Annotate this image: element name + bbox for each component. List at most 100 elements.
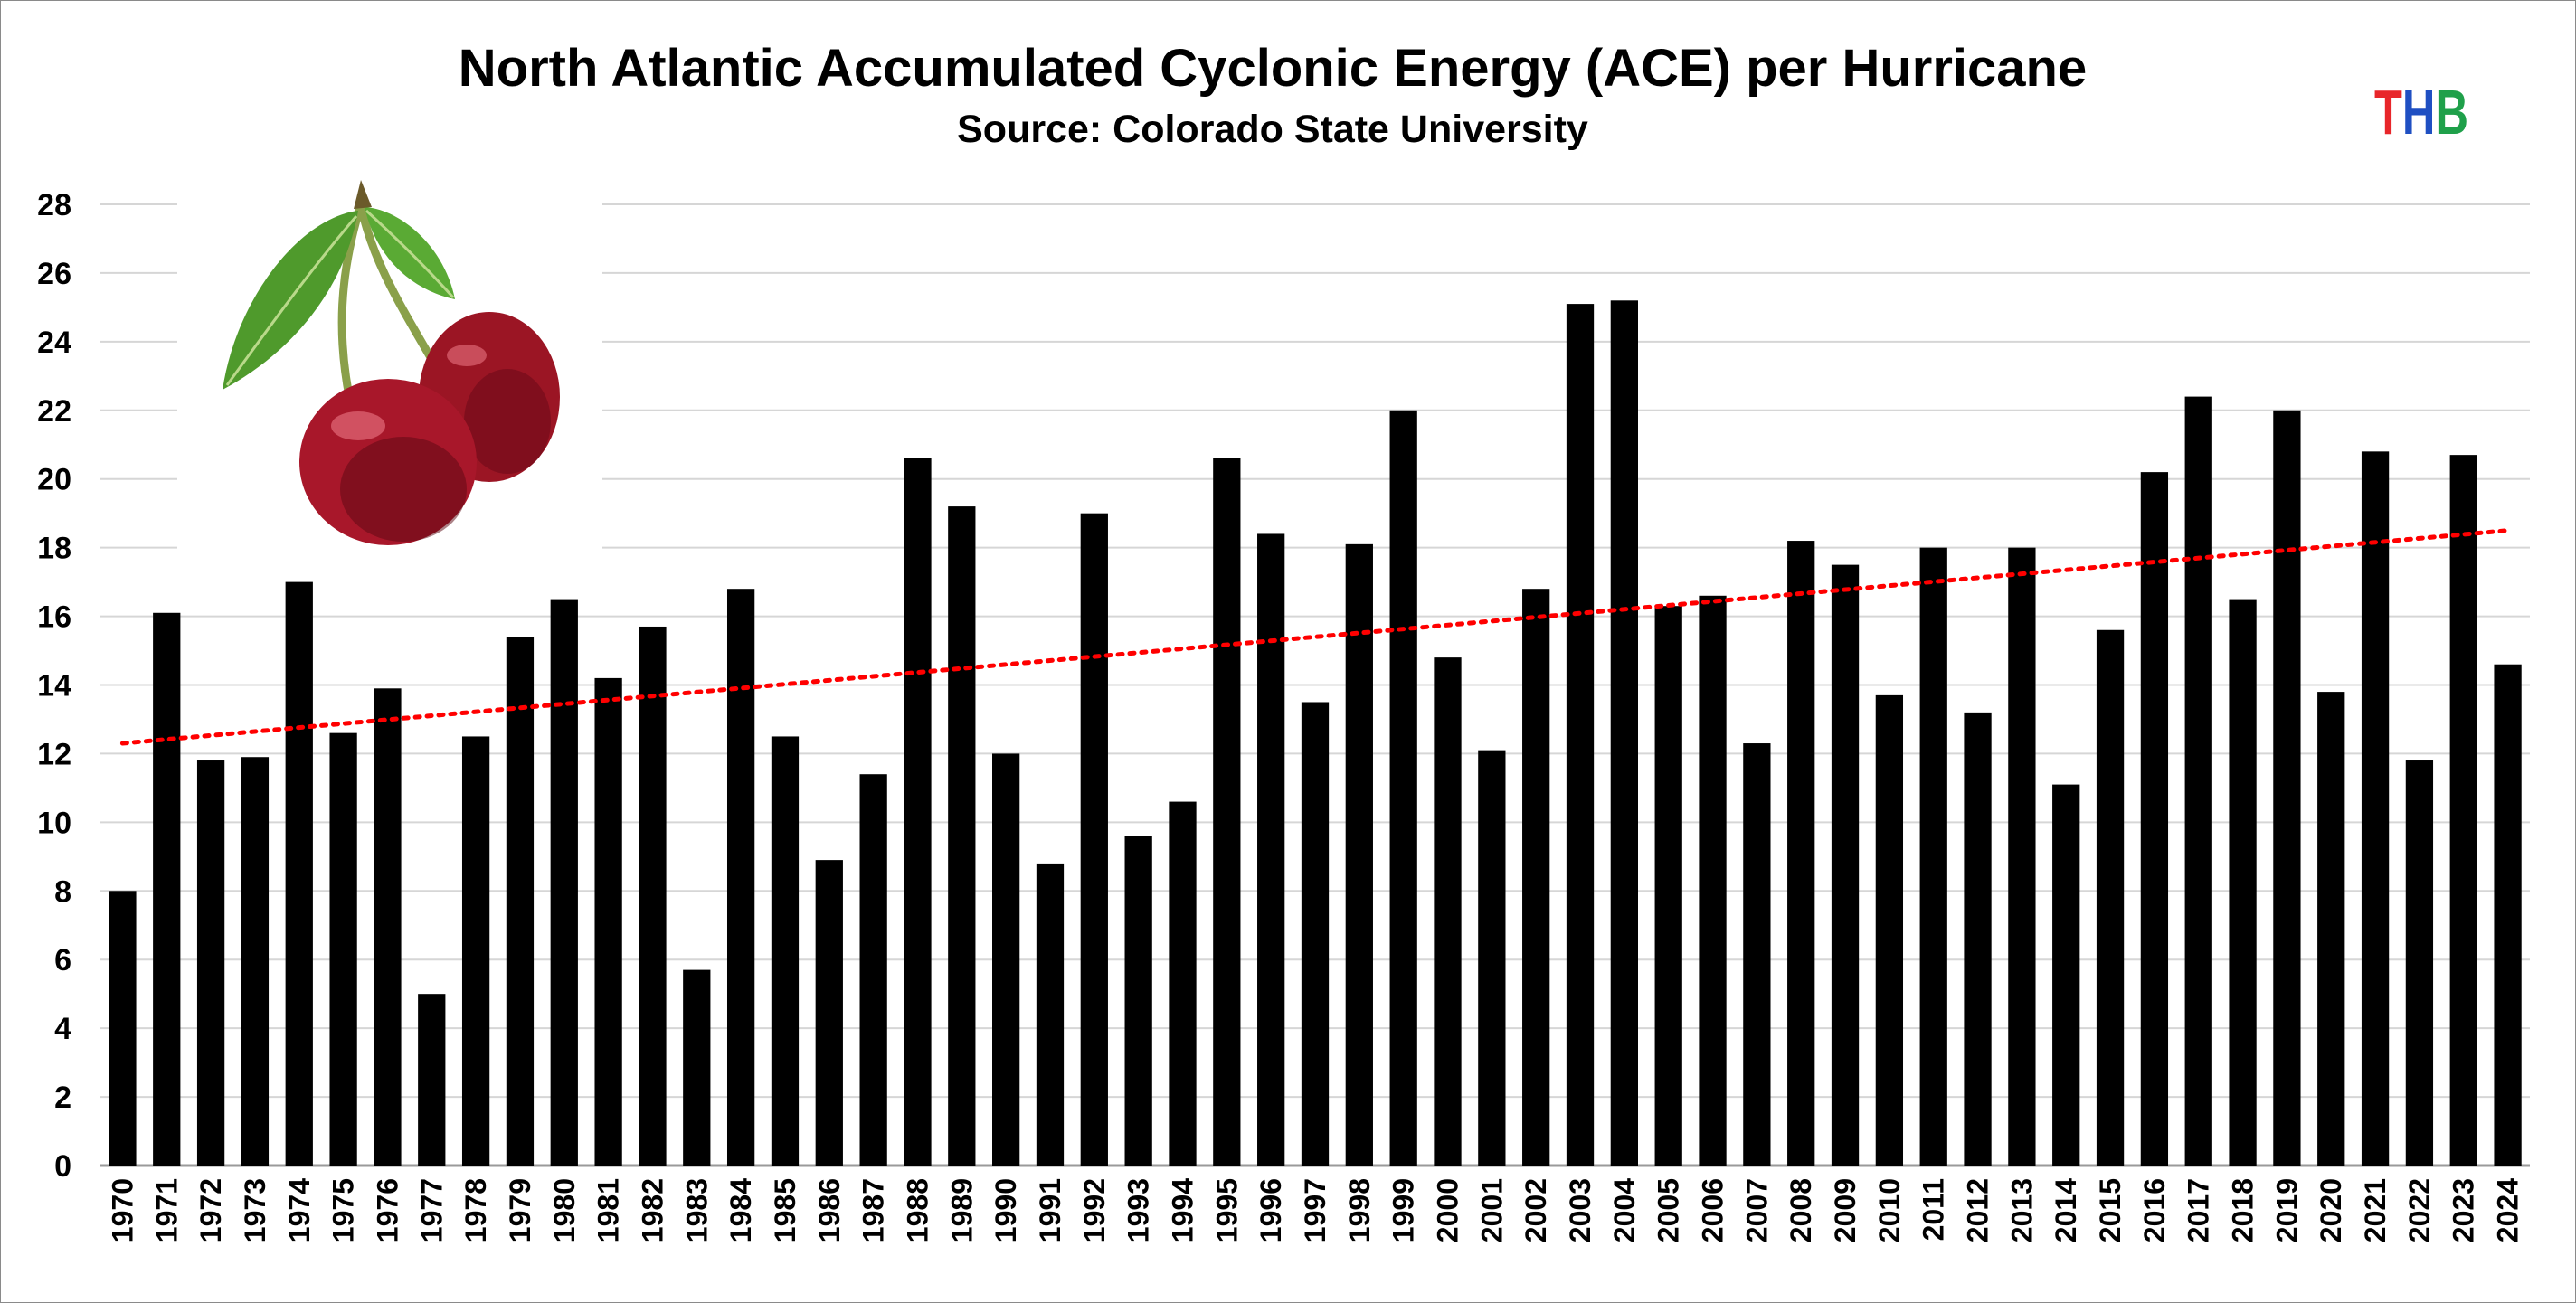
bar-1979 <box>506 637 535 1166</box>
bar-2024 <box>2494 664 2522 1166</box>
x-tick-label: 1985 <box>769 1178 801 1242</box>
bar-1986 <box>815 860 843 1166</box>
x-tick-label: 1970 <box>106 1178 138 1242</box>
bar-2000 <box>1434 657 1462 1166</box>
x-tick-label: 1989 <box>945 1178 978 1242</box>
bar-1999 <box>1389 410 1417 1166</box>
x-tick-label: 2009 <box>1829 1178 1861 1242</box>
y-tick-label: 12 <box>37 737 71 771</box>
logo-letter-t: T <box>2374 77 2402 147</box>
y-tick-label: 0 <box>54 1149 71 1184</box>
x-tick-label: 2018 <box>2227 1178 2259 1242</box>
logo: THB <box>2374 77 2468 147</box>
bar-1987 <box>859 774 887 1166</box>
bar-1990 <box>992 753 1020 1166</box>
x-tick-label: 1987 <box>857 1178 890 1242</box>
bar-1985 <box>771 736 800 1166</box>
y-tick-label: 18 <box>37 532 71 566</box>
x-tick-label: 2004 <box>1608 1178 1641 1242</box>
bar-2005 <box>1654 606 1682 1166</box>
bar-2003 <box>1566 304 1595 1166</box>
cherry-back-highlight <box>447 345 487 366</box>
x-tick-label: 1981 <box>592 1178 625 1242</box>
x-tick-label: 1980 <box>548 1178 581 1242</box>
bar-1978 <box>461 736 490 1166</box>
x-tick-label: 1996 <box>1255 1178 1287 1242</box>
bar-1998 <box>1345 543 1373 1166</box>
bar-2008 <box>1787 541 1815 1166</box>
x-tick-label: 1971 <box>150 1178 183 1242</box>
y-tick-label: 22 <box>37 394 71 429</box>
x-tick-label: 1977 <box>415 1178 448 1242</box>
x-axis-tick-labels: 1970 1971 1972 1973 1974 1975 1976 1977 1978 1979… <box>106 1178 2524 1242</box>
x-tick-label: 2022 <box>2403 1178 2436 1242</box>
bar-1997 <box>1301 702 1330 1166</box>
bar-1988 <box>904 458 932 1166</box>
bar-1973 <box>241 757 270 1166</box>
x-tick-label: 1997 <box>1299 1178 1331 1242</box>
cherry-stem-right <box>356 200 443 376</box>
bar-2023 <box>2449 455 2477 1166</box>
x-tick-label: 2005 <box>1653 1178 1685 1242</box>
bar-series <box>109 300 2522 1166</box>
bar-2006 <box>1699 595 1727 1166</box>
bar-2011 <box>1919 547 1947 1166</box>
cherries-picture <box>177 173 602 557</box>
x-tick-label: 1986 <box>813 1178 846 1242</box>
bar-1991 <box>1036 863 1065 1166</box>
x-tick-label: 2012 <box>1962 1178 1994 1242</box>
x-tick-label: 1979 <box>504 1178 536 1242</box>
y-tick-label: 2 <box>54 1081 71 1115</box>
x-tick-label: 1982 <box>636 1178 668 1242</box>
x-tick-label: 2010 <box>1873 1178 1906 1242</box>
bar-2009 <box>1831 564 1860 1166</box>
x-tick-label: 1973 <box>239 1178 271 1242</box>
bar-1996 <box>1257 533 1285 1166</box>
bar-1994 <box>1169 801 1197 1166</box>
x-tick-label: 2016 <box>2138 1178 2171 1242</box>
y-tick-label: 4 <box>54 1012 71 1046</box>
chart-subtitle: Source: Colorado State University <box>957 108 1588 151</box>
cherry-back-shade <box>464 369 551 474</box>
bar-2007 <box>1743 743 1771 1166</box>
y-tick-label: 16 <box>37 600 71 635</box>
bar-2002 <box>1522 589 1550 1166</box>
x-tick-label: 1972 <box>194 1178 227 1242</box>
svg-text:THB: THB <box>2374 77 2468 147</box>
x-tick-label: 1999 <box>1387 1178 1420 1242</box>
bar-1989 <box>948 506 976 1166</box>
bar-1984 <box>726 589 755 1166</box>
x-tick-label: 1992 <box>1078 1178 1111 1242</box>
bar-2016 <box>2140 472 2169 1166</box>
y-tick-label: 6 <box>54 943 71 977</box>
x-tick-label: 2021 <box>2359 1178 2391 1242</box>
x-tick-label: 2011 <box>1918 1178 1950 1241</box>
x-tick-label: 2019 <box>2270 1178 2303 1242</box>
x-tick-label: 1998 <box>1343 1178 1376 1242</box>
y-tick-label: 14 <box>37 669 71 703</box>
x-tick-label: 2001 <box>1475 1178 1508 1242</box>
logo-letter-b: B <box>2435 77 2468 147</box>
x-tick-label: 2002 <box>1520 1178 1552 1242</box>
trendline <box>119 528 2511 746</box>
bar-2015 <box>2096 629 2125 1166</box>
y-tick-label: 20 <box>37 463 71 497</box>
x-tick-label: 1991 <box>1034 1178 1066 1242</box>
x-tick-label: 1978 <box>459 1178 492 1242</box>
chart-title: North Atlantic Accumulated Cyclonic Ener… <box>459 39 2088 98</box>
bar-1972 <box>196 760 225 1166</box>
bar-1977 <box>418 994 446 1166</box>
x-tick-label: 1974 <box>283 1178 316 1242</box>
x-tick-label: 2014 <box>2050 1178 2082 1242</box>
x-tick-label: 1988 <box>901 1178 933 1242</box>
x-tick-label: 1975 <box>327 1178 360 1242</box>
bar-2001 <box>1478 750 1506 1166</box>
bar-2021 <box>2361 451 2390 1166</box>
bar-2019 <box>2273 410 2301 1166</box>
x-tick-label: 1983 <box>680 1178 713 1242</box>
bar-2004 <box>1610 300 1638 1166</box>
bar-2010 <box>1875 694 1904 1166</box>
